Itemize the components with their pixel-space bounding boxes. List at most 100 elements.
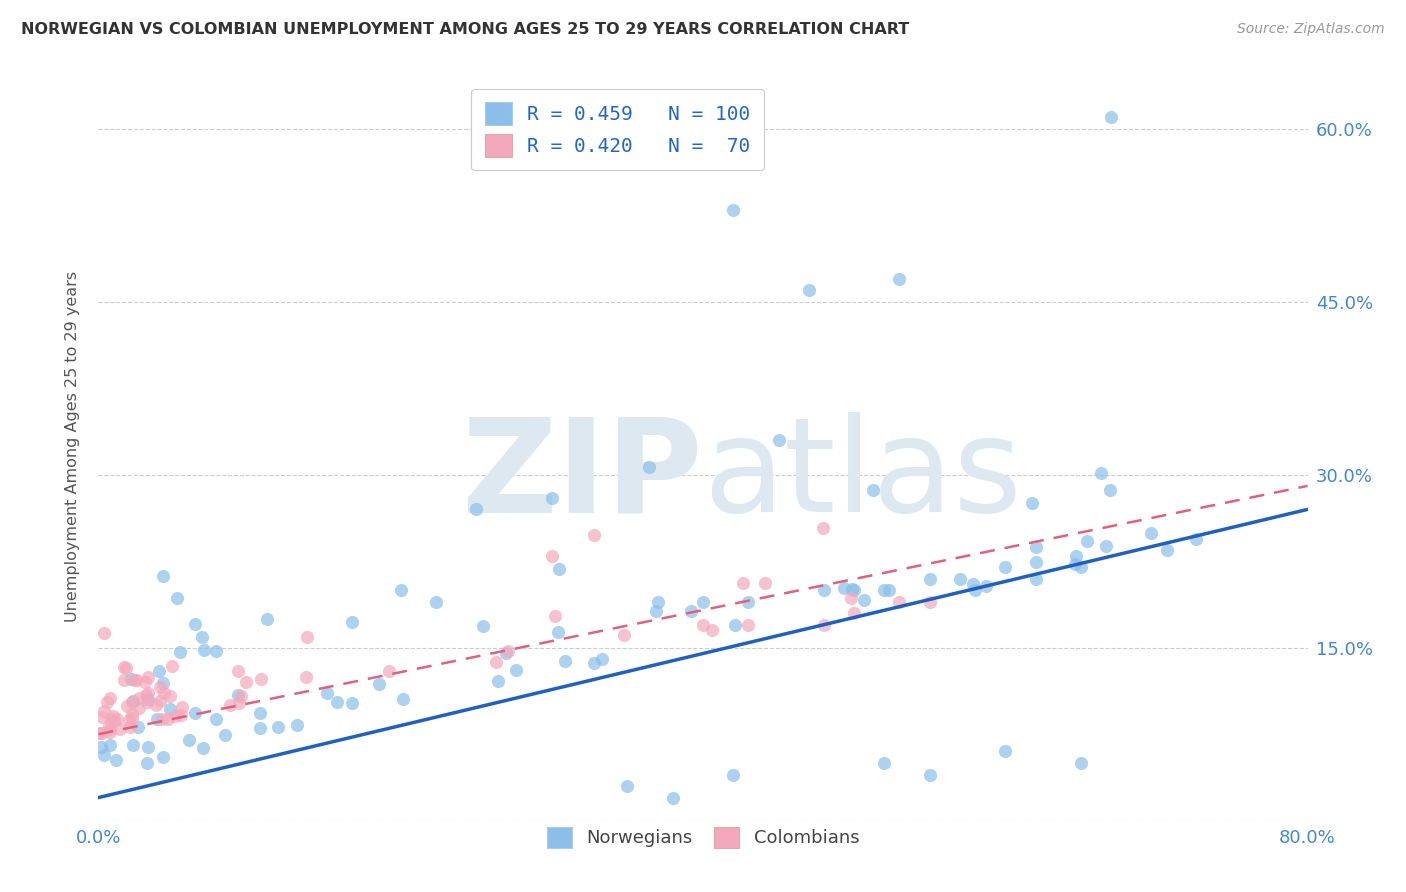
Point: [170, 700, 193, 714]
Point: [235, 674, 257, 689]
Point: [294, 670, 316, 684]
Point: [250, 673, 273, 687]
Text: Source: ZipAtlas.com: Source: ZipAtlas.com: [1237, 22, 1385, 37]
Point: [723, 767, 745, 781]
Point: [249, 721, 271, 735]
Point: [93, 625, 115, 640]
Point: [90, 725, 112, 739]
Point: [122, 738, 145, 752]
Point: [1025, 540, 1047, 554]
Point: [1070, 756, 1092, 770]
Point: [679, 604, 702, 618]
Point: [797, 284, 820, 298]
Point: [392, 692, 415, 706]
Point: [645, 604, 668, 618]
Point: [1024, 572, 1046, 586]
Point: [159, 702, 181, 716]
Point: [326, 695, 349, 709]
Text: atlas: atlas: [703, 412, 1022, 540]
Point: [949, 572, 972, 586]
Point: [1099, 111, 1122, 125]
Point: [852, 593, 875, 607]
Point: [862, 483, 884, 497]
Point: [149, 694, 172, 708]
Point: [145, 698, 167, 712]
Point: [540, 491, 562, 505]
Point: [149, 680, 172, 694]
Point: [184, 706, 207, 720]
Point: [647, 594, 669, 608]
Point: [994, 560, 1017, 574]
Point: [128, 700, 150, 714]
Point: [136, 670, 159, 684]
Point: [152, 675, 174, 690]
Point: [1021, 495, 1043, 509]
Point: [731, 576, 754, 591]
Point: [100, 712, 122, 726]
Point: [974, 579, 997, 593]
Point: [170, 707, 193, 722]
Point: [114, 659, 136, 673]
Point: [1156, 543, 1178, 558]
Point: [591, 652, 613, 666]
Point: [1070, 560, 1092, 574]
Point: [122, 694, 145, 708]
Point: [190, 630, 212, 644]
Point: [832, 581, 855, 595]
Point: [179, 733, 201, 747]
Point: [1025, 555, 1047, 569]
Point: [98, 738, 121, 752]
Point: [737, 617, 759, 632]
Point: [205, 643, 228, 657]
Point: [994, 744, 1017, 758]
Point: [554, 654, 576, 668]
Point: [295, 630, 318, 644]
Point: [153, 686, 176, 700]
Point: [811, 521, 834, 535]
Point: [148, 664, 170, 678]
Point: [1064, 549, 1087, 563]
Point: [813, 617, 835, 632]
Point: [918, 594, 941, 608]
Point: [112, 673, 135, 687]
Point: [124, 673, 146, 687]
Point: [117, 714, 139, 728]
Point: [127, 720, 149, 734]
Point: [169, 645, 191, 659]
Point: [90, 740, 112, 755]
Point: [135, 695, 157, 709]
Point: [495, 646, 517, 660]
Point: [121, 706, 143, 721]
Point: [813, 583, 835, 598]
Point: [582, 528, 605, 542]
Point: [378, 665, 401, 679]
Point: [316, 686, 339, 700]
Point: [114, 661, 136, 675]
Point: [498, 644, 520, 658]
Point: [754, 576, 776, 591]
Point: [214, 728, 236, 742]
Point: [135, 756, 157, 770]
Point: [229, 690, 252, 704]
Point: [152, 568, 174, 582]
Point: [723, 202, 745, 217]
Point: [544, 608, 567, 623]
Point: [485, 655, 508, 669]
Point: [962, 577, 984, 591]
Point: [638, 460, 661, 475]
Point: [965, 583, 987, 598]
Point: [873, 756, 896, 770]
Point: [136, 685, 159, 699]
Point: [548, 562, 571, 576]
Point: [98, 722, 121, 736]
Point: [1094, 539, 1116, 553]
Point: [128, 691, 150, 706]
Point: [134, 688, 156, 702]
Point: [700, 624, 723, 638]
Point: [98, 725, 121, 739]
Point: [120, 672, 142, 686]
Point: [368, 677, 391, 691]
Point: [844, 583, 866, 598]
Point: [93, 748, 115, 763]
Point: [1076, 534, 1098, 549]
